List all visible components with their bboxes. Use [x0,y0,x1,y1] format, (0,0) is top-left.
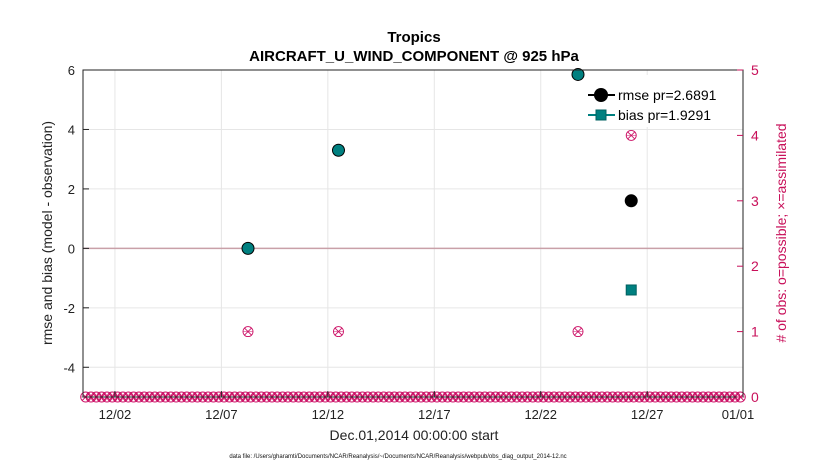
y-right-tick-label: 0 [751,389,759,405]
x-tick-label: 12/02 [99,407,132,422]
chart-title: Tropics [387,29,440,46]
obs-count-point [572,326,584,338]
obs-count-point [242,326,254,338]
legend-rmse-marker [594,88,608,102]
obs-count-point [333,326,344,338]
x-tick-label: 12/22 [524,407,557,422]
y-right-tick-label: 2 [751,258,759,274]
y-tick-label: 0 [68,241,75,256]
x-tick-label: 12/17 [418,407,451,422]
y-tick-label: 6 [68,63,75,78]
right-axis-ticks: 0 1 2 3 4 5 [737,62,759,405]
y-axis-label: rmse and bias (model - observation) [39,121,55,345]
x-axis-ticks: 12/02 12/07 12/12 12/17 12/22 12/27 01/01 [99,391,755,422]
x-tick-label: 01/01 [722,407,755,422]
bias-point [625,284,637,296]
obs-count-point [625,129,637,141]
chart-subtitle: AIRCRAFT_U_WIND_COMPONENT @ 925 hPa [249,48,579,65]
y-axis-right-label: # of obs: o=possible; ×=assimilated [773,123,789,342]
legend: rmse pr=2.6891 bias pr=1.9291 [585,75,740,127]
y-right-tick-label: 3 [751,193,759,209]
x-tick-label: 12/07 [205,407,238,422]
y-right-tick-label: 4 [751,127,759,143]
rmse-bias-series [241,67,638,296]
legend-bias-marker [595,109,607,121]
data-file-footnote: data file: /Users/gharamti/Documents/NCA… [229,454,566,460]
x-tick-label: 12/27 [631,407,664,422]
bias-point [332,144,344,156]
y-right-tick-label: 1 [751,324,759,340]
plot-frame [82,69,744,398]
left-axis-ticks: -4 -2 0 2 4 6 [63,63,89,375]
bias-point [572,68,584,80]
legend-box [585,75,740,127]
y-right-tick-label: 5 [751,62,759,78]
bias-point [242,242,254,254]
y-tick-label: -4 [63,360,75,375]
x-tick-label: 12/12 [312,407,345,422]
y-tick-label: -2 [63,301,75,316]
y-tick-label: 2 [68,182,75,197]
x-axis-label: Dec.01,2014 00:00:00 start [330,427,499,443]
rmse-point [624,194,638,208]
y-tick-label: 4 [68,122,75,137]
legend-bias-label: bias pr=1.9291 [618,107,711,123]
legend-rmse-label: rmse pr=2.6891 [618,87,717,103]
